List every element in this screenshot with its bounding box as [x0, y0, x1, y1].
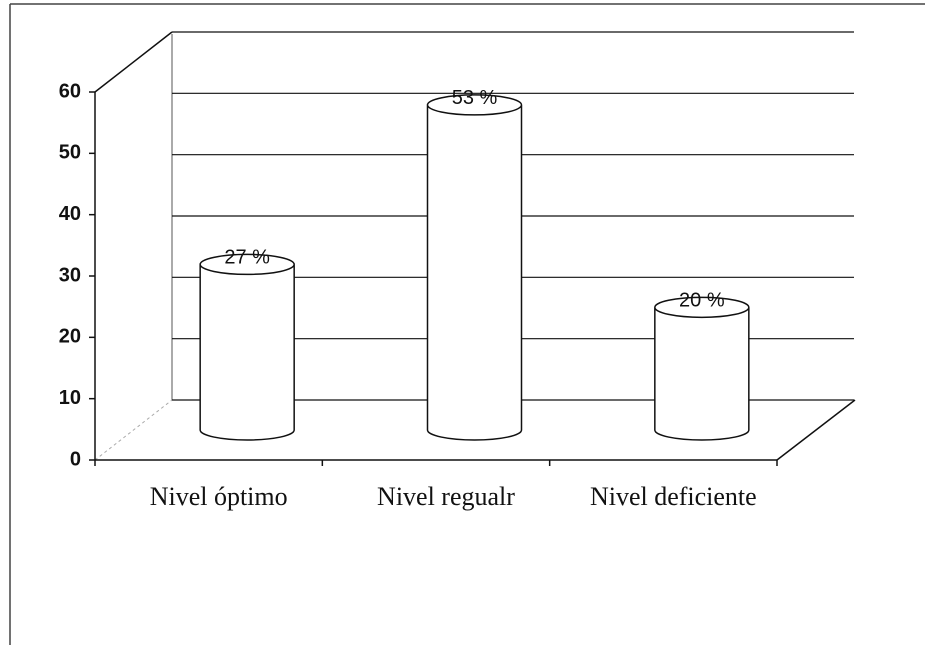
floor-left-edge	[94, 399, 173, 461]
cylinder	[426, 94, 523, 441]
data-label: 27 %	[224, 247, 270, 269]
x-tick-label: Nivel óptimo	[149, 482, 288, 511]
y-tick-label: 50	[59, 142, 81, 164]
data-label: 20 %	[679, 290, 725, 312]
y-tick-label: 20	[59, 326, 81, 348]
side-wall-top	[94, 31, 173, 93]
data-label: 53 %	[452, 87, 498, 109]
y-tick-label: 0	[70, 448, 81, 470]
y-tick-label: 10	[59, 387, 81, 409]
y-tick-label: 40	[59, 203, 81, 225]
y-tick-label: 30	[59, 264, 81, 286]
x-tick-label: Nivel deficiente	[589, 482, 757, 511]
cylinder	[199, 253, 295, 441]
floor-right-edge	[776, 399, 856, 461]
y-tick-label: 60	[59, 80, 81, 102]
x-tick-label: Nivel regualr	[377, 482, 515, 511]
cylinder	[654, 296, 750, 441]
